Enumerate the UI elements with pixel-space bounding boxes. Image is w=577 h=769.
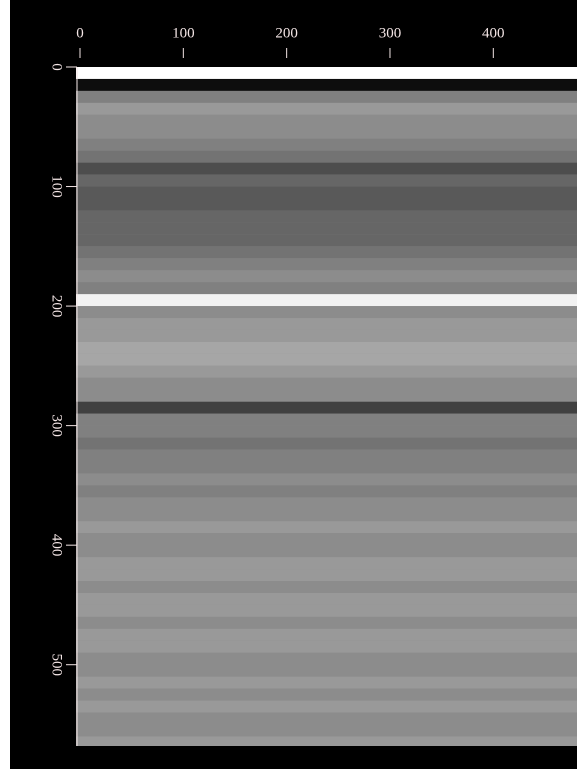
reflection-row (76, 79, 577, 91)
reflection-row (76, 473, 577, 485)
reflection-row (76, 557, 577, 569)
x-tick-label: 300 (379, 25, 402, 41)
reflection-row (76, 151, 577, 163)
reflection-row (76, 390, 577, 402)
reflection-row (76, 342, 577, 354)
reflection-row (76, 713, 577, 725)
reflection-row (76, 533, 577, 545)
reflection-row (76, 103, 577, 115)
y-tick-label: 200 (49, 295, 65, 318)
reflection-row (76, 163, 577, 175)
reflection-row (76, 629, 577, 641)
reflection-row (76, 617, 577, 629)
reflection-row (76, 677, 577, 689)
reflection-row (76, 330, 577, 342)
x-tick-label: 200 (275, 25, 298, 41)
reflection-row (76, 665, 577, 677)
reflection-row (76, 509, 577, 521)
reflection-row (76, 67, 577, 79)
reflection-row (76, 294, 577, 306)
reflection-row (76, 438, 577, 450)
reflection-row (76, 139, 577, 151)
x-tick-label: 0 (76, 25, 84, 41)
y-tick-label: 400 (49, 534, 65, 557)
reflection-row (76, 234, 577, 246)
reflection-row (76, 701, 577, 713)
reflection-row (76, 282, 577, 294)
reflection-row (76, 175, 577, 187)
reflection-row (76, 581, 577, 593)
reflection-row (76, 366, 577, 378)
reflection-row (76, 318, 577, 330)
y-tick-label: 500 (49, 653, 65, 676)
reflection-row (76, 270, 577, 282)
reflection-row (76, 569, 577, 581)
reflection-row (76, 115, 577, 127)
y-tick-label: 300 (49, 414, 65, 437)
reflection-row (76, 198, 577, 210)
reflection-row (76, 402, 577, 414)
reflection-row (76, 485, 577, 497)
reflection-row (76, 414, 577, 426)
x-tick-label: 400 (482, 25, 505, 41)
reflection-row (76, 127, 577, 139)
reflection-row (76, 641, 577, 653)
reflection-row (76, 450, 577, 462)
reflection-row (76, 354, 577, 366)
reflection-row (76, 258, 577, 270)
reflection-row (76, 210, 577, 222)
reflection-row (76, 689, 577, 701)
reflection-row (76, 497, 577, 509)
reflection-row (76, 593, 577, 605)
x-tick-label: 100 (172, 25, 195, 41)
reflection-row (76, 378, 577, 390)
reflection-row (76, 605, 577, 617)
reflection-row (76, 545, 577, 557)
reflection-row (76, 461, 577, 473)
reflection-row (76, 306, 577, 318)
chart: 0 100 200 300 400 0 100 200 300 400 500 (0, 0, 577, 769)
reflection-row (76, 187, 577, 199)
reflection-row (76, 246, 577, 258)
reflection-row (76, 521, 577, 533)
reflection-row (76, 724, 577, 736)
y-tick-label: 100 (49, 175, 65, 198)
y-tick-label: 0 (49, 63, 65, 71)
reflection-row (76, 736, 577, 746)
reflection-row (76, 222, 577, 234)
reflection-row (76, 91, 577, 103)
reflection-row (76, 653, 577, 665)
reflection-row (76, 426, 577, 438)
